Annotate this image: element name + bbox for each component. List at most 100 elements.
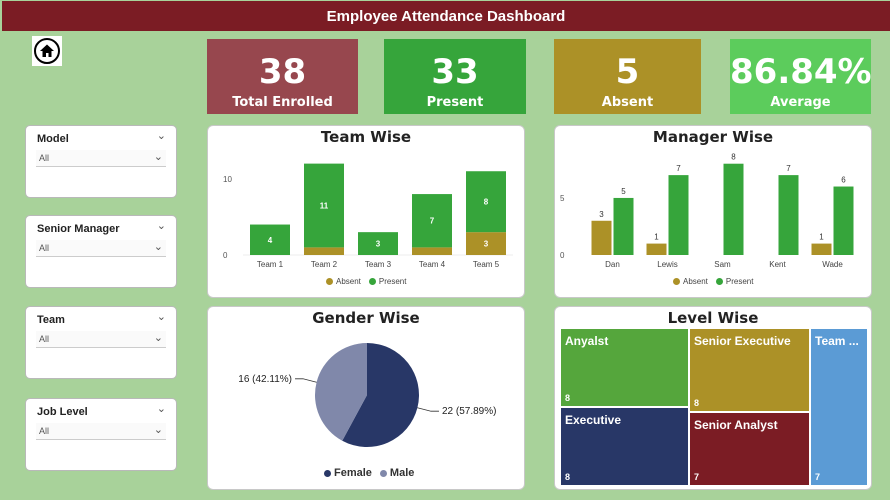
treemap-cell-senior-analyst[interactable]: Senior Analyst 7 bbox=[689, 412, 810, 486]
bar-present bbox=[250, 224, 290, 255]
legend-item-present[interactable]: Present bbox=[715, 277, 753, 286]
bar-present bbox=[412, 194, 452, 248]
team-wise-chart: 0 10 4 Team 1 11 Team 2 3 Team 3 7 Team 4 3 8 Team 5 bbox=[223, 163, 513, 269]
treemap-label: Executive bbox=[565, 413, 622, 427]
bar-present bbox=[778, 175, 799, 255]
chevron-down-icon: ⌄ bbox=[153, 151, 163, 163]
x-tick-label: Dan bbox=[605, 260, 620, 269]
bar-present bbox=[613, 197, 634, 255]
treemap-label: Anyalst bbox=[565, 334, 609, 348]
treemap-cell-team[interactable]: Team ... 7 bbox=[810, 328, 868, 486]
bar-present bbox=[466, 171, 506, 233]
bar-present bbox=[668, 175, 689, 255]
treemap-value: 8 bbox=[565, 472, 571, 482]
bar-present bbox=[833, 186, 854, 255]
slicer-dropdown[interactable]: All ⌄ bbox=[36, 331, 166, 348]
bar-label: 6 bbox=[841, 176, 846, 185]
kpi-value: 38 bbox=[258, 52, 307, 92]
treemap-value: 7 bbox=[694, 472, 700, 482]
x-tick-label: Kent bbox=[769, 260, 786, 269]
manager-wise-chart: 0 5 3 5 Dan 1 7 Lewis 8 Sam 7 Kent 1 6 Wade bbox=[560, 153, 854, 269]
bar-present bbox=[723, 163, 744, 255]
chevron-up-icon[interactable]: ⌄ bbox=[156, 220, 166, 232]
slicer-job-level[interactable]: Job Level ⌄ All ⌄ bbox=[25, 398, 177, 471]
legend-item-absent[interactable]: Absent bbox=[326, 277, 361, 286]
bar-present bbox=[358, 232, 398, 255]
slicer-label: Team bbox=[37, 314, 65, 326]
home-button[interactable] bbox=[32, 36, 62, 66]
slicer-team[interactable]: Team ⌄ All ⌄ bbox=[25, 306, 177, 379]
treemap-value: 7 bbox=[815, 472, 821, 482]
chevron-up-icon[interactable]: ⌄ bbox=[156, 130, 166, 142]
legend-item-female[interactable]: Female bbox=[324, 467, 372, 479]
x-tick-label: Team 4 bbox=[419, 260, 446, 269]
x-tick-label: Sam bbox=[714, 260, 731, 269]
kpi-absent: 5 Absent bbox=[554, 39, 701, 114]
chevron-down-icon: ⌄ bbox=[153, 241, 163, 253]
slicer-label: Model bbox=[37, 133, 69, 145]
kpi-label: Present bbox=[426, 95, 484, 110]
chart-legend: Absent Present bbox=[326, 277, 406, 286]
bar-absent bbox=[646, 243, 667, 255]
treemap-label: Senior Analyst bbox=[694, 418, 778, 432]
slicer-label: Job Level bbox=[37, 406, 88, 418]
slicer-label: Senior Manager bbox=[37, 223, 120, 235]
pie-data-label: 22 (57.89%) bbox=[442, 406, 496, 417]
pie-slice-male bbox=[314, 343, 367, 441]
treemap-cell-senior-executive[interactable]: Senior Executive 8 bbox=[689, 328, 810, 412]
x-tick-label: Team 5 bbox=[473, 260, 500, 269]
legend-item-present[interactable]: Present bbox=[368, 277, 406, 286]
treemap-value: 8 bbox=[694, 398, 700, 408]
slicer-value: All bbox=[39, 243, 50, 253]
treemap-label: Team ... bbox=[815, 334, 859, 348]
treemap-cell-executive[interactable]: Executive 8 bbox=[560, 407, 689, 486]
bar-label: 5 bbox=[621, 187, 626, 196]
bar-label: 4 bbox=[268, 236, 273, 245]
slicer-dropdown[interactable]: All ⌄ bbox=[36, 150, 166, 167]
bar-label: 7 bbox=[676, 164, 681, 173]
x-tick-label: Wade bbox=[822, 260, 843, 269]
chevron-down-icon: ⌄ bbox=[153, 424, 163, 436]
chart-title: Gender Wise bbox=[312, 309, 420, 327]
gender-wise-panel: Gender Wise 22 (57.89%) 16 (42.11%) Femal… bbox=[207, 306, 525, 490]
pie-leader-line bbox=[295, 378, 317, 383]
pie-leader-line bbox=[417, 407, 439, 412]
bar-absent bbox=[591, 220, 612, 255]
slicer-value: All bbox=[39, 426, 50, 436]
dashboard-title: Employee Attendance Dashboard bbox=[326, 7, 566, 25]
kpi-value: 5 bbox=[615, 52, 640, 92]
chevron-up-icon[interactable]: ⌄ bbox=[156, 403, 166, 415]
pie-slice-female bbox=[342, 343, 419, 447]
bar-label: 8 bbox=[731, 153, 736, 162]
slicer-model[interactable]: Model ⌄ All ⌄ bbox=[25, 125, 177, 198]
kpi-present: 33 Present bbox=[384, 39, 526, 114]
y-tick-label: 0 bbox=[223, 251, 228, 260]
treemap-label: Senior Executive bbox=[694, 334, 791, 348]
x-tick-label: Team 3 bbox=[365, 260, 392, 269]
legend-item-absent[interactable]: Absent bbox=[673, 277, 708, 286]
chart-title: Level Wise bbox=[667, 309, 759, 327]
legend-item-male[interactable]: Male bbox=[379, 467, 414, 479]
slicer-senior-manager[interactable]: Senior Manager ⌄ All ⌄ bbox=[25, 215, 177, 288]
treemap-cell-anyalst[interactable]: Anyalst 8 bbox=[560, 328, 689, 407]
kpi-total-enrolled: 38 Total Enrolled bbox=[207, 39, 358, 114]
slicer-value: All bbox=[39, 153, 50, 163]
kpi-value: 86.84% bbox=[730, 52, 872, 92]
bar-label: 11 bbox=[320, 202, 329, 211]
bar-present bbox=[304, 163, 344, 248]
slicer-dropdown[interactable]: All ⌄ bbox=[36, 423, 166, 440]
bar-absent bbox=[304, 247, 344, 255]
pie-data-label: 16 (42.11%) bbox=[238, 374, 292, 385]
bar-absent bbox=[412, 247, 452, 255]
kpi-label: Average bbox=[770, 95, 831, 110]
kpi-label: Total Enrolled bbox=[232, 95, 333, 110]
y-tick-label: 10 bbox=[223, 175, 232, 184]
bar-absent bbox=[466, 232, 506, 255]
manager-wise-panel: Manager Wise 0 5 3 5 Dan 1 7 Lewis 8 Sam 7 Kent 1 6 Wa… bbox=[554, 125, 872, 298]
home-icon bbox=[34, 38, 60, 64]
chevron-up-icon[interactable]: ⌄ bbox=[156, 311, 166, 323]
bar-label: 7 bbox=[786, 164, 791, 173]
chart-legend: Female Male bbox=[324, 467, 414, 479]
slicer-dropdown[interactable]: All ⌄ bbox=[36, 240, 166, 257]
bar-label: 3 bbox=[484, 240, 489, 249]
